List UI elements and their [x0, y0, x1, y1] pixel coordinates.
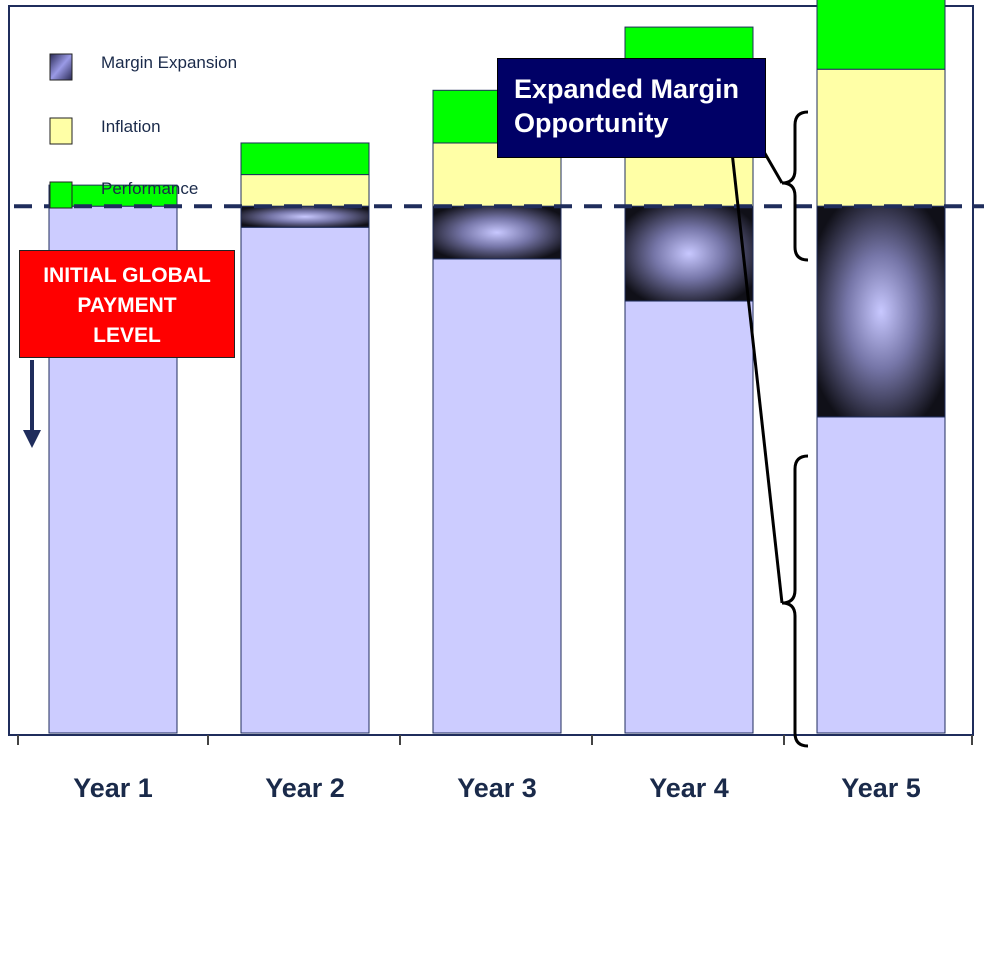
callout-red-line-3: LEVEL [93, 324, 161, 347]
x-label-year-5: Year 5 [841, 773, 921, 803]
bar-inflation-year-5 [816, 68, 946, 207]
x-label-year-4: Year 4 [649, 773, 729, 803]
bar-margin-expansion-year-5 [816, 205, 946, 418]
bar-performance-year-5 [816, 0, 946, 70]
expanded-margin-opportunity-callout: Expanded Margin Opportunity [497, 58, 766, 158]
callout-red-line-2: PAYMENT [77, 294, 177, 317]
x-label-year-2: Year 2 [265, 773, 345, 803]
legend-label-margin: Margin Expansion [101, 53, 237, 72]
legend: Margin Expansion Inflation Performance [49, 53, 237, 209]
x-axis-labels: Year 1 Year 2 Year 3 Year 4 Year 5 [73, 773, 921, 803]
bar-base-year-4 [624, 300, 754, 734]
legend-swatch-margin [49, 53, 73, 81]
initial-global-payment-level-callout: INITIAL GLOBAL PAYMENT LEVEL [19, 250, 235, 358]
bar-inflation-year-2 [240, 174, 370, 207]
x-axis-ticks [17, 735, 973, 745]
legend-swatch-performance [49, 181, 73, 209]
bar-performance-year-2 [240, 142, 370, 176]
bars [48, 0, 946, 734]
bar-margin-expansion-year-3 [432, 205, 562, 260]
bar-base-year-3 [432, 258, 562, 734]
lower-brace [781, 454, 809, 748]
initial-level-arrow [23, 360, 41, 448]
bar-base-year-5 [816, 416, 946, 734]
bar-base-year-2 [240, 226, 370, 734]
callout-navy-line-2: Opportunity [514, 108, 669, 138]
upper-brace [781, 110, 809, 262]
callout-navy-line-1: Expanded Margin [514, 74, 740, 104]
x-label-year-3: Year 3 [457, 773, 537, 803]
bar-margin-expansion-year-2 [240, 205, 370, 228]
legend-swatch-inflation [49, 117, 73, 145]
plot-frame [8, 5, 974, 736]
bar-margin-expansion-year-4 [624, 205, 754, 302]
x-label-year-1: Year 1 [73, 773, 153, 803]
legend-label-performance: Performance [101, 179, 198, 198]
legend-label-inflation: Inflation [101, 117, 161, 136]
callout-red-line-1: INITIAL GLOBAL [43, 264, 211, 287]
